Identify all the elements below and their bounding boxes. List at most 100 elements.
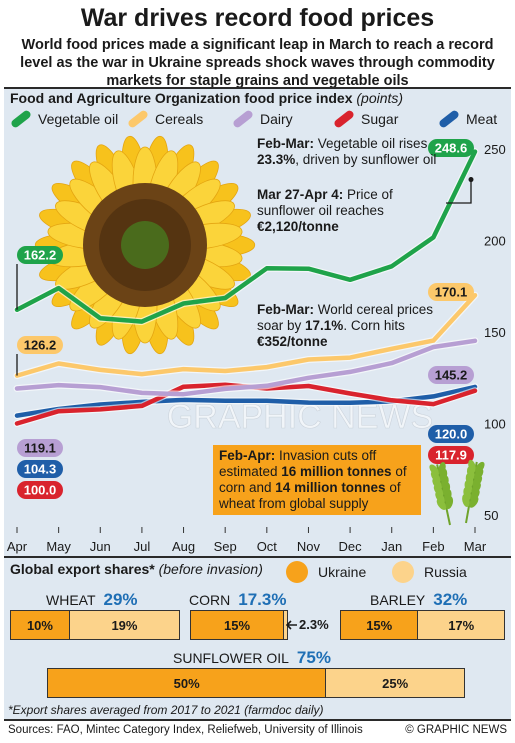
x-tick-label: Sep (214, 539, 237, 554)
barley-label: BARLEY 32% (370, 590, 468, 609)
x-tick-label: Feb (422, 539, 444, 554)
wheat-stem (465, 461, 478, 524)
start-label-sugar: 100.0 (24, 483, 57, 498)
end-label-dairy-pill (428, 366, 474, 384)
end-label-meat: 120.0 (435, 427, 468, 442)
series-line-vegetable-oil (14, 149, 478, 324)
barley-share-bar: 15% 17% (340, 610, 505, 640)
wheat-grain (438, 462, 446, 475)
wheat-total: 29% (103, 590, 138, 609)
wheat-grain (469, 496, 479, 508)
credit: © GRAPHIC NEWS (405, 724, 507, 736)
footnote: *Export shares averaged from 2017 to 202… (8, 703, 324, 717)
sunflower-oil-label: SUNFLOWER OIL 75% (173, 648, 331, 667)
sunflower-oil-share-bar: 50% 25% (47, 668, 465, 698)
sunflower-connector (446, 179, 472, 204)
legend-item-cereals: Cereals (126, 109, 203, 129)
annotation-invasion-box: Feb-Apr: Invasion cuts off estimated 16 … (213, 445, 421, 515)
sunflower-oil-ukraine-segment: 50% (48, 669, 326, 697)
corn-russia-arrow (285, 620, 297, 630)
x-tick-label: Mar (464, 539, 487, 554)
export-legend-ukraine: Ukraine (286, 561, 366, 583)
wheat-stalk (429, 462, 454, 526)
corn-total: 17.3% (238, 590, 287, 609)
sunflower-center (121, 221, 169, 269)
wheat-grain (429, 464, 440, 476)
wheat-label: WHEAT 29% (46, 590, 138, 609)
annotation-connectors (446, 177, 474, 204)
y-tick-label: 200 (484, 234, 506, 249)
x-tick-label: Aug (172, 539, 195, 554)
y-tick-label: 250 (484, 142, 506, 157)
start-label-vegetable-oil: 162.2 (24, 248, 57, 263)
x-tick-label: Apr (7, 539, 28, 554)
start-label-sugar-pill (17, 481, 63, 499)
corn-russia-value: 2.3% (299, 617, 329, 632)
value-labels: 162.2 126.2 119.1 104.3 100.0 248.6 170.1 145.2… (16, 139, 474, 499)
wheat-grain (475, 461, 485, 474)
top-divider (4, 87, 511, 89)
bottom-divider (4, 719, 511, 721)
export-title: Global export shares* (before invasion) (10, 561, 263, 577)
export-legend-russia: Russia (392, 561, 467, 583)
wheat-grain (468, 459, 476, 473)
sunflower-oil-total: 75% (296, 648, 331, 667)
end-label-cereals: 170.1 (435, 285, 468, 300)
wheat-grain (470, 489, 480, 501)
start-label-vegetable-oil-pill (17, 246, 63, 264)
end-label-vegetable-oil: 248.6 (435, 141, 468, 156)
barley-ukraine-segment: 15% (341, 611, 418, 639)
x-tick-label: Nov (297, 539, 321, 554)
y-axis: 50 100 150 200 250 (484, 142, 506, 523)
start-label-dairy-pill (17, 439, 63, 457)
wheat-stem (436, 464, 451, 526)
legend-item-sugar: Sugar (332, 109, 398, 129)
x-tick-label: Oct (257, 539, 278, 554)
x-tick-label: Jan (381, 539, 402, 554)
x-tick-label: Jun (90, 539, 111, 554)
end-label-sugar-pill (428, 446, 474, 464)
x-tick-label: May (46, 539, 71, 554)
wheat-grain (471, 482, 481, 494)
y-tick-label: 100 (484, 417, 506, 432)
page-subtitle: World food prices made a significant lea… (20, 37, 495, 89)
annotation-vegetable-oil: Feb-Mar: Vegetable oil rises 23.3%, driv… (257, 136, 437, 167)
x-tick-label: Dec (339, 539, 363, 554)
wheat-grain (473, 468, 484, 481)
legend-item-vegetable-oil: Vegetable oil (9, 109, 118, 129)
corn-ukraine-segment: 15% (191, 611, 283, 639)
barley-russia-segment: 17% (417, 611, 504, 639)
annotation-cereals: Feb-Mar: World cereal prices soar by 17.… (257, 302, 434, 349)
end-label-dairy: 145.2 (435, 368, 468, 383)
x-tick-label: Jul (134, 539, 151, 554)
page-title: War drives record food prices (80, 4, 435, 32)
start-label-dairy: 119.1 (24, 441, 56, 456)
wheat-stalk (462, 459, 485, 524)
sunflower-connector-dot (468, 177, 474, 183)
russia-swatch (392, 561, 414, 583)
legend-item-meat: Meat (437, 109, 497, 129)
end-label-vegetable-oil-pill (428, 139, 474, 157)
series-lines (13, 148, 479, 427)
wheat-grain (472, 475, 483, 488)
end-label-cereals-pill (428, 283, 474, 301)
sources: Sources: FAO, Mintec Category Index, Rel… (8, 724, 363, 736)
series-line-dairy (14, 338, 478, 397)
corn-label: CORN 17.3% (189, 590, 287, 609)
annotation-sunflower-oil: Mar 27-Apr 4: Price of sunflower oil rea… (257, 187, 393, 234)
start-label-cereals: 126.2 (24, 338, 57, 353)
x-axis: Apr May Jun Jul Aug Sep Oct Nov Dec Jan Feb Mar (7, 527, 487, 554)
wheat-russia-segment: 19% (68, 611, 179, 639)
wheat-share-bar: 10% 19% (10, 610, 180, 640)
legend-item-dairy: Dairy (231, 109, 293, 129)
y-tick-label: 150 (484, 325, 506, 340)
corn-russia-segment (283, 611, 287, 639)
wheat-ukraine-segment: 10% (11, 611, 69, 639)
start-label-meat: 104.3 (24, 462, 57, 477)
barley-total: 32% (433, 590, 468, 609)
chart-title: Food and Agriculture Organization food p… (10, 90, 404, 106)
start-label-cereals-pill (17, 336, 63, 354)
wheat-icon (429, 459, 485, 526)
middle-divider (4, 556, 511, 558)
corn-share-bar: 15% (190, 610, 288, 640)
